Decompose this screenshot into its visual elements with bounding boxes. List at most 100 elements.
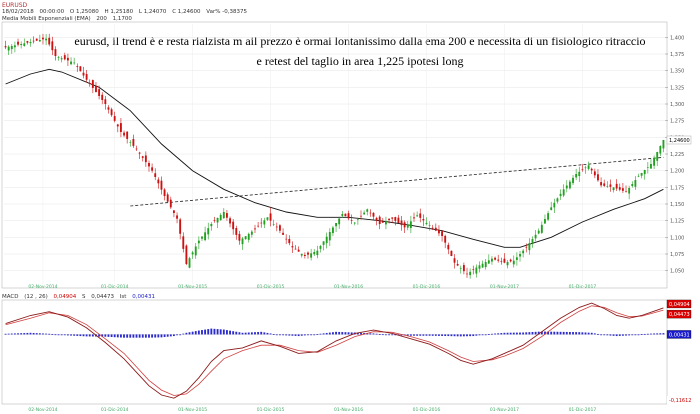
time-tick-label: 02-Nov-2014 [28,284,57,290]
candle-body [553,202,556,208]
candle-body [225,213,228,218]
macd-label: MACD [2,294,19,300]
macd-histogram-bar [269,333,272,335]
candle-body [653,158,656,166]
macd-histogram-bar [584,332,587,335]
candle-body [562,189,565,196]
macd-histogram-bar [42,333,44,335]
macd-histogram-bar [428,334,431,336]
macd-histogram-bar [484,334,487,336]
symbol-title: EURUSD [2,2,28,9]
macd-histogram-bar [157,334,160,338]
candle-body [269,213,272,221]
macd-histogram-bar [466,334,468,337]
candle-body [222,212,225,219]
macd-signal-line [5,305,664,396]
macd-histogram-bar [500,333,503,335]
candle-body [13,45,16,48]
macd-histogram-bar [631,334,634,336]
macd-histogram-bar [20,333,23,335]
macd-histogram-bar [23,333,26,335]
macd-histogram-bar [188,332,191,335]
candle-body [310,253,313,258]
candle-body [506,262,509,266]
candle-body [603,183,606,186]
candle-body [54,49,57,56]
candle-body [497,259,500,261]
macd-histogram-bar [297,334,300,337]
macd-histogram-bar [347,332,350,335]
macd-histogram-bar [91,334,94,337]
macd-histogram-bar [182,333,185,335]
macd-histogram-bar [366,333,369,335]
candle-body [188,258,191,268]
candle-body [400,220,403,226]
price-tick-label: 1,325 [670,85,684,91]
candle-body [369,212,372,214]
candle-body [646,167,649,168]
macd-histogram-bar [73,334,76,336]
macd-histogram-bar [7,333,10,335]
macd-histogram-bar [525,332,528,335]
macd-legend: MACD (12 , 26) 0,04904 S 0,04473 Ist 0,0… [2,294,159,300]
price-tick-label: 1,375 [670,52,684,58]
candle-body [132,138,135,146]
candle-body [76,66,79,67]
candle-body [519,254,521,257]
candle-body [556,198,559,202]
candle-body [35,38,38,41]
macd-histogram-bar [282,334,284,336]
main-plot-frame [1,21,668,289]
macd-histogram-bar [360,332,362,335]
macd-histogram-bar [556,331,559,335]
candle-body [662,140,665,149]
macd-histogram-bar [519,332,521,335]
candle-body [319,246,322,249]
candle-body [381,221,384,223]
macd-histogram-bar [185,332,188,335]
macd-histogram-bar [154,334,157,338]
candle-body [515,257,518,260]
macd-histogram-bar [98,334,101,337]
candle-body [57,57,60,58]
candle-body [303,254,306,256]
macd-histogram-bar [66,334,69,336]
macd-histogram-bar [375,333,378,335]
candle-body [475,267,478,274]
macd-histogram-bar [453,334,456,337]
macd-histogram-bar [113,334,116,338]
macd-histogram-bar [550,331,553,335]
candle-body [272,224,275,225]
candle-body [179,219,182,234]
macd-histogram-bar [481,334,484,336]
candle-body [88,82,91,84]
macd-histogram-bar [475,334,478,336]
candle-body [60,58,63,60]
macd-histogram-bar [332,332,334,335]
time-tick-label: 01-Nov-2015 [178,284,207,290]
candle-body [612,187,615,191]
macd-histogram-bar [294,334,297,336]
candle-body [157,179,160,184]
macd-histogram-bar [494,333,497,335]
time-tick-label: 01-Dic-2015 [257,284,285,290]
macd-histogram-bar [378,334,381,335]
candle-body [537,230,540,234]
ohlc-readout: 18/02/2018 00:00:00 O 1,25080 H 1,25180 … [2,9,251,15]
candle-body [500,261,503,262]
candle-body [431,227,434,229]
macd-badge-layer: 0,04904 0,04473 0,00431 -0,11612 [666,299,691,404]
macd-histogram-bar [444,334,447,336]
macd-histogram-bar [578,332,581,335]
macd-histogram-bar [38,333,41,335]
candle-body [540,224,543,233]
candle-body [606,186,609,187]
macd-histogram-bar [82,334,85,337]
macd-histogram-bar [17,333,19,335]
macd-histogram-bar [612,334,615,336]
candle-body [216,218,219,223]
macd-histogram-bar [431,334,434,336]
macd-histogram-bar [335,331,337,335]
candle-body [637,176,640,177]
